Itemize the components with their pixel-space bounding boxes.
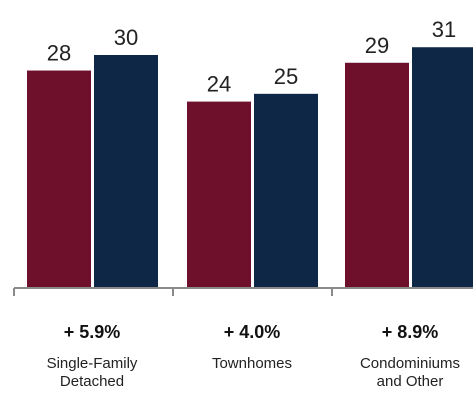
change-label: + 4.0% xyxy=(224,322,281,342)
bars-group xyxy=(27,47,473,289)
value-label: 31 xyxy=(432,17,456,42)
value-label: 30 xyxy=(114,25,138,50)
change-label: + 8.9% xyxy=(382,322,439,342)
value-label: 28 xyxy=(47,41,71,66)
x-axis xyxy=(13,287,473,296)
category-label: and Other xyxy=(377,373,444,390)
bar-navy-2 xyxy=(254,93,318,288)
bar-maroon-1 xyxy=(27,70,91,289)
bar-maroon-2 xyxy=(187,101,251,288)
value-label: 24 xyxy=(207,72,231,97)
category-label: Detached xyxy=(60,373,124,390)
category-label: Single-Family xyxy=(47,355,138,372)
bar-navy-1 xyxy=(94,55,158,288)
category-label: Townhomes xyxy=(212,355,292,372)
category-label: Condominiums xyxy=(360,355,460,372)
value-label: 29 xyxy=(365,33,389,58)
value-label: 25 xyxy=(274,64,298,89)
change-label: + 5.9% xyxy=(64,322,121,342)
bar-maroon-3 xyxy=(345,62,409,289)
value-labels-group: 28 30 24 25 29 31 xyxy=(47,17,456,96)
bar-navy-3 xyxy=(412,47,473,288)
